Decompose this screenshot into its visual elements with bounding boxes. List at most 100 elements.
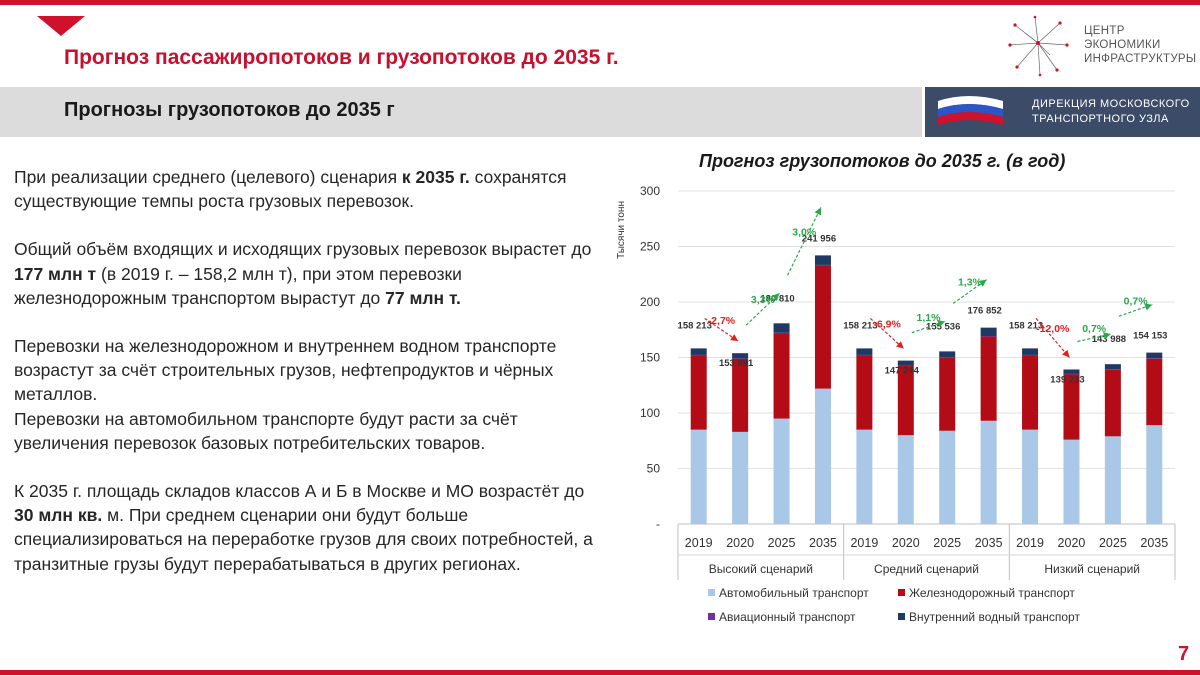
p1-text: При реализации среднего (целевого) сцена… [14,167,402,187]
total-label: 158 213 [678,320,712,331]
x-tick-label: 2025 [1099,536,1127,550]
total-label: 154 153 [1133,331,1167,342]
legend-swatch-1 [708,589,715,596]
bar-segment-2 [897,365,914,436]
change-arrow-up [787,207,822,276]
bar-segment-1 [1022,429,1039,524]
change-label: -12,0% [1036,323,1070,335]
cei-logo-text: ЦЕНТР ЭКОНОМИКИ ИНФРАСТРУКТУРЫ [1084,24,1196,66]
p2-text: Общий объём входящих и исходящих грузовы… [14,239,592,260]
bar-segment-4 [856,348,873,355]
x-tick-label: 2020 [1058,536,1086,550]
paragraph-3: Перевозки на железнодорожном и внутренне… [14,336,557,405]
p5-text-end: м. При среднем сценарии они будут больше… [14,505,593,574]
bar-segment-2 [814,265,831,389]
legend-label: Железнодорожный транспорт [909,586,1075,600]
bar-segment-4 [690,348,707,355]
legend-swatch-3 [708,613,715,620]
change-arrow-down [1035,318,1070,358]
flag-waves-icon [938,96,1003,125]
change-arrow-up [911,320,946,334]
x-tick-label: 2035 [1140,536,1168,550]
x-tick-label: 2019 [685,536,713,550]
bar-segment-2 [1104,369,1121,437]
bar-segment-4 [773,323,790,333]
group-label: Низкий сценарий [1044,562,1140,576]
bar-segment-1 [1063,439,1080,524]
dmtu-logo-panel [925,87,1200,137]
change-label: 1,3% [958,277,983,289]
bar-segment-1 [732,431,749,524]
p5-bold: 30 млн кв. [14,505,103,526]
bar-segment-1 [980,420,997,524]
p1-bold: к 2035 г. [401,167,470,187]
x-tick-label: 2019 [1016,536,1044,550]
total-label: 143 988 [1092,334,1126,345]
total-label: 139 233 [1050,374,1084,385]
bar-segment-2 [856,355,873,430]
bar-segment-2 [1063,374,1080,440]
change-arrow-up [952,279,987,304]
legend-swatch-4 [898,613,905,620]
y-tick-label: - [656,517,660,531]
y-axis-label: Тысячи тонн [616,201,627,259]
bar-segment-3 [1063,373,1080,375]
bar-segment-1 [939,430,956,524]
group-label: Средний сценарий [874,562,979,576]
body-text: При реализации среднего (целевого) сцена… [14,165,604,600]
paragraph-4: Перевозки на автомобильном транспорте бу… [14,408,518,453]
p5-text: К 2035 г. площадь складов классов А и Б … [14,481,585,502]
change-arrow-up [745,292,780,326]
change-label: 1,1% [917,312,942,324]
bar-segment-2 [1146,358,1163,426]
y-tick-label: 50 [647,462,661,476]
dmtu-line-2: ТРАНСПОРТНОГО УЗЛА [1032,113,1169,125]
dmtu-line-1: ДИРЕКЦИЯ МОСКОВСКОГО [1032,98,1190,110]
change-arrow-down [704,317,739,342]
change-arrow-down [869,317,905,350]
change-arrow-up [1118,303,1153,317]
y-tick-label: 200 [640,295,660,309]
x-tick-label: 2020 [892,536,920,550]
p1-text-end: сохранятся существующие темпы роста груз… [14,167,567,212]
bar-segment-4 [1063,369,1080,374]
legend-label: Внутренний водный транспорт [909,610,1080,624]
bar-segment-4 [732,353,749,359]
cei-line-3: ИНФРАСТРУКТУРЫ [1084,53,1197,65]
page-title: Прогноз пассажиропотоков и грузопотоков … [64,46,619,69]
bottom-accent-bar [0,670,1200,675]
bar-segment-1 [814,388,831,524]
page-number: 7 [1178,643,1190,665]
red-triangle-marker [37,16,85,36]
bar-segment-1 [1146,425,1163,524]
dmtu-logo-text: ДИРЕКЦИЯ МОСКОВСКОГО ТРАНСПОРТНОГО УЗЛА [1032,97,1190,127]
change-label: -2,7% [708,315,736,327]
bar-segment-3 [856,354,873,356]
paragraph-5: К 2035 г. площадь складов классов А и Б … [14,479,604,576]
p2-text-mid: (в 2019 г. – 158,2 млн т), при этом пере… [14,263,462,308]
legend-label: Автомобильный транспорт [719,586,869,600]
bar-segment-2 [1022,355,1039,430]
legend-label: Авиационный транспорт [719,610,856,624]
bar-segment-4 [897,360,914,366]
bar-segment-3 [690,354,707,356]
total-label: 241 956 [802,233,836,244]
y-tick-label: 100 [640,406,660,420]
bar-segment-4 [814,255,831,265]
x-tick-label: 2019 [850,536,878,550]
section-subtitle: Прогнозы грузопотоков до 2035 г [64,99,395,121]
bar-segment-2 [690,355,707,430]
bar-segment-3 [1146,358,1163,359]
x-tick-label: 2025 [768,536,796,550]
x-tick-label: 2025 [933,536,961,550]
change-label: 3,0% [792,226,817,238]
bar-segment-4 [1146,352,1163,359]
network-star-icon [1008,15,1069,77]
bar-segment-3 [732,358,749,359]
subtitle-band [0,87,922,137]
bar-segment-4 [1022,348,1039,355]
change-arrow-up [1077,332,1112,343]
bar-segment-4 [1104,364,1121,370]
bar-segment-3 [773,332,790,334]
freight-chart: Тысячи тонн - 50 100 150 200 250 300 2019 2020 202… [616,184,1176,624]
